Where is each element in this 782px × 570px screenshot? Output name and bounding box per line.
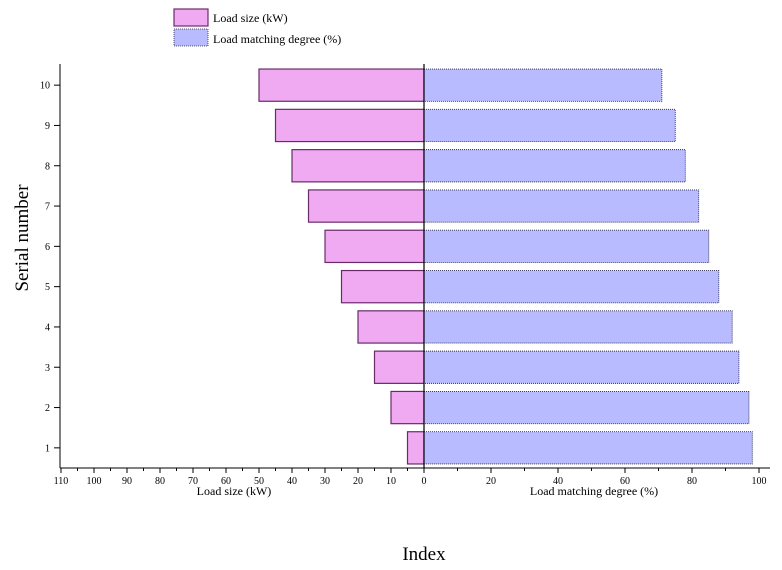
left-x-tick-label-70: 70 — [188, 476, 198, 487]
bar-load-size-4 — [357, 310, 425, 344]
bar-load-matching-9 — [423, 108, 676, 143]
bar-load-size-5 — [340, 269, 425, 304]
left-x-tick-label-50: 50 — [254, 476, 264, 487]
bar-load-matching-8 — [423, 149, 686, 183]
bar-load-matching-7 — [423, 189, 700, 223]
left-x-tick-label-80: 80 — [155, 476, 165, 487]
axes — [59, 64, 770, 469]
bar-load-size-6 — [324, 229, 425, 264]
bar-load-size-1 — [406, 431, 425, 465]
y-tick-label-6: 6 — [45, 242, 50, 253]
left-x-tick-label-40: 40 — [287, 476, 297, 487]
legend-label-load-size: Load size (kW) — [213, 11, 288, 25]
bar-load-matching-5 — [423, 270, 720, 304]
bar-load-size-2 — [390, 390, 425, 425]
y-tick-label-2: 2 — [45, 403, 50, 414]
bar-load-size-10 — [258, 68, 425, 102]
right-x-tick-label-40: 40 — [553, 476, 563, 487]
left-x-tick-label-100: 100 — [87, 476, 102, 487]
y-tick-label-3: 3 — [45, 363, 50, 374]
bar-load-size-3 — [373, 350, 425, 384]
legend-label-load-matching: Load matching degree (%) — [213, 32, 341, 46]
left-x-tick-label-90: 90 — [122, 476, 132, 487]
y-tick-label-10: 10 — [40, 81, 50, 92]
right-axis-title: Load matching degree (%) — [530, 484, 658, 498]
left-x-tick-label-30: 30 — [320, 476, 330, 487]
bar-load-matching-3 — [423, 350, 740, 384]
y-axis-title: Serial number — [12, 184, 33, 292]
y-tick-label-7: 7 — [45, 202, 50, 213]
bar-load-matching-4 — [423, 310, 733, 344]
legend-swatch-load-size — [173, 8, 209, 27]
bar-load-size-8 — [291, 149, 425, 183]
left-x-tick-label-10: 10 — [386, 476, 396, 487]
y-tick-label-5: 5 — [45, 282, 50, 293]
x-axis-title: Index — [402, 544, 446, 565]
left-x-axis-ticks: 110 100 90 80 70 60 50 40 30 20 10 — [54, 468, 408, 487]
right-x-axis-ticks: 0 20 40 60 80 100 — [422, 468, 767, 487]
bar-load-matching-2 — [423, 390, 750, 425]
left-x-tick-label-60: 60 — [221, 476, 231, 487]
load-size-bars — [258, 68, 425, 465]
left-axis-title: Load size (kW) — [197, 484, 272, 498]
y-tick-label-1: 1 — [45, 443, 50, 454]
y-tick-label-8: 8 — [45, 161, 50, 172]
bar-load-size-9 — [274, 108, 425, 143]
y-axis-ticks: 1 2 3 4 5 6 7 8 9 10 — [40, 81, 60, 454]
bar-load-matching-1 — [423, 431, 753, 465]
left-x-tick-label-20: 20 — [353, 476, 363, 487]
bar-load-matching-10 — [423, 68, 663, 102]
load-matching-bars — [423, 68, 753, 465]
y-tick-label-4: 4 — [45, 322, 50, 333]
right-x-tick-label-60: 60 — [620, 476, 630, 487]
right-x-tick-label-100: 100 — [752, 476, 767, 487]
right-x-tick-label-0: 0 — [422, 476, 427, 487]
right-x-tick-label-20: 20 — [486, 476, 496, 487]
y-tick-label-9: 9 — [45, 121, 50, 132]
legend: Load size (kW) Load matching degree (%) — [173, 8, 341, 47]
legend-swatch-load-matching — [173, 28, 209, 47]
right-x-tick-label-80: 80 — [687, 476, 697, 487]
left-x-tick-label-110: 110 — [54, 476, 69, 487]
bar-load-matching-6 — [423, 229, 710, 263]
bar-load-size-7 — [307, 189, 425, 223]
